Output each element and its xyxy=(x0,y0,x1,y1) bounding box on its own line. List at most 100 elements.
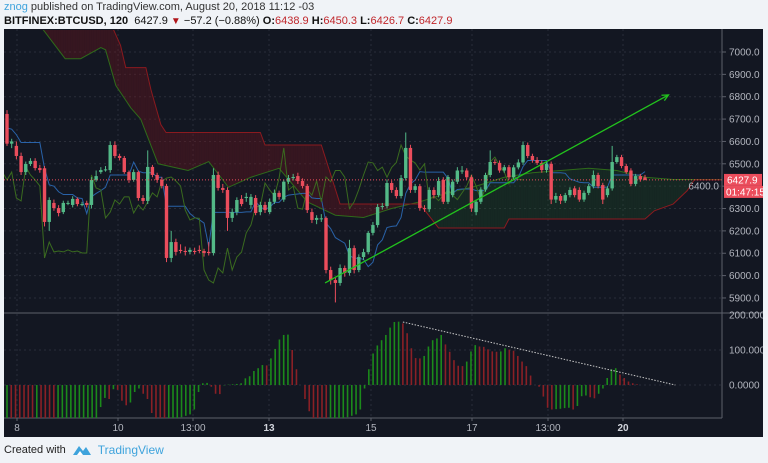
cloud-segment xyxy=(222,132,226,183)
cloud-segment xyxy=(75,30,78,59)
candle xyxy=(408,144,413,193)
footer: Created with TradingView xyxy=(4,443,164,457)
candle-body xyxy=(436,181,441,196)
candle-body xyxy=(9,141,14,144)
candle-body xyxy=(85,202,89,205)
candle xyxy=(629,168,633,187)
candle-body xyxy=(235,200,239,213)
indicator-trend-line xyxy=(402,321,676,386)
last-price-badge-label: 6427.9 xyxy=(727,175,758,186)
cloud-segment xyxy=(79,30,83,59)
candle xyxy=(42,166,47,227)
candle xyxy=(117,153,122,161)
candle-body xyxy=(455,170,460,182)
cloud-segment xyxy=(342,204,345,216)
cloud-segment xyxy=(232,132,235,186)
candle xyxy=(136,170,141,201)
cloud-segment xyxy=(483,183,486,228)
cloud-segment xyxy=(246,132,249,180)
candle-body xyxy=(89,179,94,205)
candle-body xyxy=(610,162,614,189)
cloud-segment xyxy=(199,132,202,166)
candle xyxy=(418,183,422,211)
cloud-segment xyxy=(365,204,369,217)
cloud-segment xyxy=(133,67,137,114)
candle-body xyxy=(230,212,234,218)
cloud-segment xyxy=(515,174,519,220)
candle xyxy=(89,177,94,209)
cloud-segment xyxy=(194,132,197,168)
cloud-segment xyxy=(616,170,620,220)
candle-body xyxy=(638,176,643,180)
cloud-segment xyxy=(544,171,547,220)
candle xyxy=(521,141,525,165)
cloud-segment xyxy=(443,193,446,228)
cloud-segment xyxy=(368,204,371,216)
grid xyxy=(4,29,722,418)
cloud-segment xyxy=(161,126,165,166)
cloud-segment xyxy=(635,174,638,220)
candle-body xyxy=(643,177,647,180)
cloud-segment xyxy=(518,174,521,220)
candle-body xyxy=(427,189,431,210)
cloud-segment xyxy=(633,174,636,220)
candle-body xyxy=(629,170,633,184)
cloud-segment xyxy=(661,178,664,209)
cloud-segment xyxy=(128,67,132,109)
candle xyxy=(211,168,216,256)
cloud-segment xyxy=(356,204,359,218)
candle xyxy=(601,182,605,205)
cloud-segment xyxy=(192,132,195,169)
span-b-line xyxy=(113,30,722,229)
candle-body xyxy=(497,162,502,171)
cloud-segment xyxy=(274,145,277,170)
author-link[interactable]: znog xyxy=(4,1,28,13)
cloud-segment xyxy=(248,132,251,179)
candle-body xyxy=(380,206,384,208)
countdown-badge xyxy=(724,185,763,198)
candle xyxy=(610,145,614,191)
candle xyxy=(310,208,314,224)
candle-body xyxy=(563,195,567,201)
cloud-segment xyxy=(506,176,509,224)
price-tick-label: 6800.0 xyxy=(729,92,760,103)
candle xyxy=(160,177,164,189)
price-tick-label: 6500.0 xyxy=(729,159,760,170)
cloud-segment xyxy=(77,30,80,59)
candle-body xyxy=(507,167,511,178)
candle-body xyxy=(375,206,380,226)
cloud-segment xyxy=(382,204,385,212)
candle xyxy=(272,189,277,205)
cloud-segment xyxy=(464,188,467,228)
candle xyxy=(122,155,126,174)
candle xyxy=(371,221,375,236)
candle xyxy=(113,141,117,159)
chart-container[interactable]: 7000.0 6900.0 6800.0 6700.0 6600.0 6500.0 6400… xyxy=(4,29,763,437)
cloud-segment xyxy=(525,173,528,220)
candle xyxy=(244,192,248,202)
candle-body xyxy=(197,249,202,252)
close-label: C: xyxy=(407,15,419,27)
candle-body xyxy=(615,157,619,163)
candle-body xyxy=(577,189,582,200)
published-text: published on TradingView.com, August 20,… xyxy=(30,1,315,13)
cloud-segment xyxy=(351,204,355,217)
cloud-segment xyxy=(314,145,317,207)
candle xyxy=(258,201,263,216)
price-pane xyxy=(4,30,722,303)
cloud-segment xyxy=(328,167,331,213)
price-chart[interactable]: 7000.0 6900.0 6800.0 6700.0 6600.0 6500.0 6400… xyxy=(4,29,763,437)
cloud-segment xyxy=(675,179,678,202)
candle xyxy=(343,265,347,277)
candle xyxy=(216,171,220,191)
candle-body xyxy=(324,217,328,271)
candle xyxy=(530,153,535,163)
candle-body xyxy=(366,232,370,253)
open-value: 6438.9 xyxy=(275,15,309,27)
cloud-segment xyxy=(112,30,115,83)
indicator-tick-label: 100.0000 xyxy=(729,346,763,357)
cloud-segment xyxy=(361,204,364,218)
cloud-segment xyxy=(182,132,186,170)
tradingview-link[interactable]: TradingView xyxy=(97,443,164,457)
cloud-segment xyxy=(588,168,592,220)
